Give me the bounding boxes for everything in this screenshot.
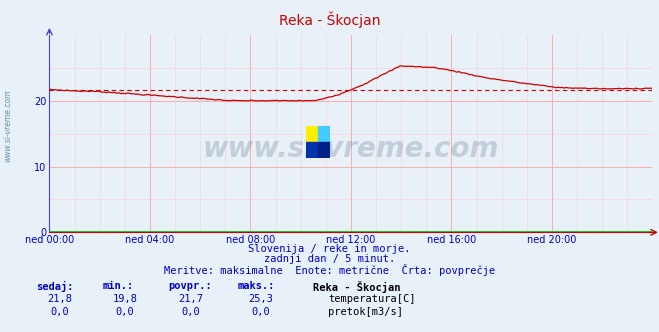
Text: 0,0: 0,0	[182, 307, 200, 317]
Text: Reka - Škocjan: Reka - Škocjan	[279, 12, 380, 28]
Bar	[318, 126, 330, 142]
Text: Meritve: maksimalne  Enote: metrične  Črta: povprečje: Meritve: maksimalne Enote: metrične Črta…	[164, 264, 495, 276]
Text: zadnji dan / 5 minut.: zadnji dan / 5 minut.	[264, 254, 395, 264]
Text: temperatura[C]: temperatura[C]	[328, 294, 416, 304]
Text: www.si-vreme.com: www.si-vreme.com	[3, 90, 13, 162]
Text: pretok[m3/s]: pretok[m3/s]	[328, 307, 403, 317]
Text: 21,7: 21,7	[179, 294, 204, 304]
Text: 21,8: 21,8	[47, 294, 72, 304]
Text: maks.:: maks.:	[237, 281, 275, 290]
Text: Reka - Škocjan: Reka - Škocjan	[313, 281, 401, 292]
Text: sedaj:: sedaj:	[36, 281, 74, 291]
Text: 0,0: 0,0	[116, 307, 134, 317]
Text: 0,0: 0,0	[251, 307, 270, 317]
Bar	[306, 126, 318, 142]
Text: www.si-vreme.com: www.si-vreme.com	[203, 135, 499, 163]
Text: Slovenija / reke in morje.: Slovenija / reke in morje.	[248, 244, 411, 254]
Bar	[318, 142, 330, 158]
Bar	[306, 142, 318, 158]
Text: min.:: min.:	[102, 281, 133, 290]
Text: 0,0: 0,0	[50, 307, 69, 317]
Text: 25,3: 25,3	[248, 294, 273, 304]
Text: povpr.:: povpr.:	[168, 281, 212, 290]
Text: 19,8: 19,8	[113, 294, 138, 304]
